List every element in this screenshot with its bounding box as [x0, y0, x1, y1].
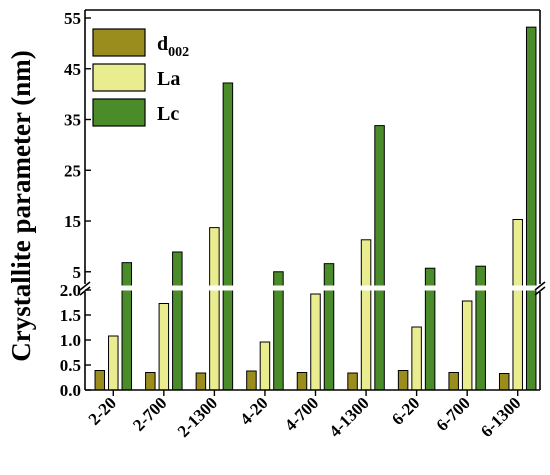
bar-la-4-1300 [360, 239, 372, 391]
x-tick-label: 6-1300 [477, 393, 524, 440]
bar-d-6-20 [397, 370, 409, 391]
bar-la-2-700 [158, 303, 170, 391]
legend-label-subscript: 002 [168, 45, 189, 60]
bar-lc-4-700 [323, 263, 335, 391]
y-tick-label-upper: 35 [64, 111, 81, 130]
y-tick-label-lower: 2.0 [60, 281, 81, 300]
bar-la-2-20 [108, 335, 119, 391]
y-tick-label-lower: 0.0 [60, 381, 81, 400]
bar-lc-6-1300 [525, 26, 537, 391]
x-tick-label: 2-1300 [174, 393, 221, 440]
right-axis-break-mark-bottom [534, 286, 546, 296]
bar-la-4-20 [259, 341, 271, 391]
y-tick-label-lower: 1.5 [60, 306, 81, 325]
y-tick-label-upper: 5 [73, 263, 82, 282]
left-axis-break-mark-bottom [79, 286, 91, 296]
x-tick-label: 6-20 [388, 393, 423, 428]
legend-swatch-la [92, 63, 146, 92]
axes-layer [79, 9, 546, 391]
x-tick-label: 4-20 [236, 393, 271, 428]
bar-lc-6-700 [475, 265, 486, 391]
bar-d-2-1300 [195, 372, 207, 391]
left-axis-break-mark-top [79, 281, 91, 291]
y-tick-label-upper: 25 [64, 161, 81, 180]
y-tick-label-upper: 55 [64, 9, 81, 28]
legend-swatch-lc [92, 98, 146, 127]
x-tick-label: 4-1300 [325, 393, 372, 440]
x-tick-label: 6-700 [433, 393, 474, 434]
bar-lc-2-700 [172, 251, 183, 391]
legend-swatch-d [92, 28, 146, 57]
x-tick-label: 2-20 [85, 393, 120, 428]
y-tick-label-lower: 0.5 [60, 356, 81, 375]
bar-d-4-1300 [347, 372, 358, 391]
axis-break-gap [79, 285, 546, 291]
bar-d-6-1300 [498, 373, 510, 391]
bar-d-4-20 [246, 370, 257, 391]
bar-lc-2-20 [121, 262, 133, 391]
bar-lc-2-1300 [222, 82, 234, 391]
x-tick-label: 2-700 [129, 393, 170, 434]
bar-la-2-1300 [209, 227, 220, 391]
bar-lc-4-1300 [374, 125, 385, 391]
bar-la-6-700 [461, 300, 473, 391]
x-tick-label: 4-700 [281, 393, 322, 434]
right-axis-break-mark-top [534, 281, 546, 291]
y-axis-title: Crystallite parameter (nm) [6, 50, 36, 361]
bar-d-2-20 [94, 370, 106, 391]
y-tick-label-upper: 15 [64, 212, 81, 231]
legend: d002 La Lc [92, 28, 189, 127]
bar-la-6-1300 [512, 219, 523, 391]
bar-d-4-700 [296, 372, 308, 391]
legend-label-d: d002 [157, 33, 189, 60]
bars-layer [94, 26, 537, 391]
legend-label-lc: Lc [157, 103, 179, 125]
bar-la-4-700 [310, 293, 321, 391]
y-tick-label-upper: 45 [64, 60, 81, 79]
bar-la-6-20 [411, 326, 422, 391]
bar-d-2-700 [145, 372, 156, 391]
bar-d-6-700 [448, 372, 459, 391]
y-tick-label-lower: 1.0 [60, 331, 81, 350]
legend-label-la: La [157, 68, 180, 90]
